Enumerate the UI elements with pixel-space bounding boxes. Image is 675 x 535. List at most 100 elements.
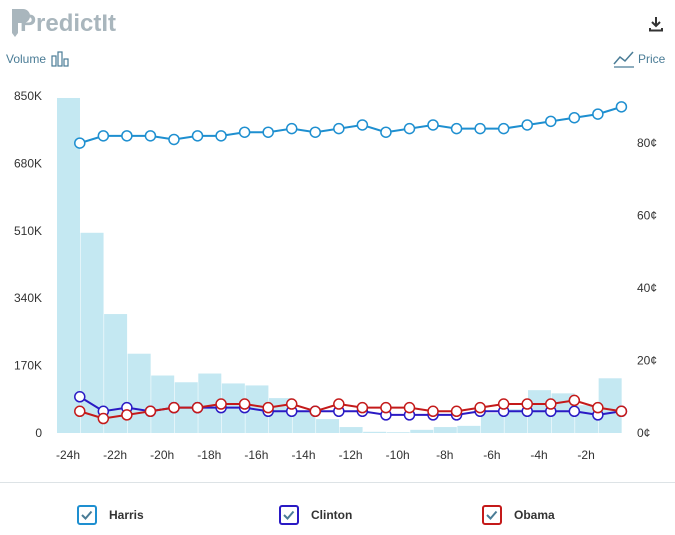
obama-price-point[interactable] (191, 401, 204, 414)
harris-price-point[interactable] (568, 111, 581, 124)
harris-price-point[interactable] (144, 130, 157, 142)
obama-price-point[interactable] (333, 398, 345, 410)
volume-bar (504, 409, 528, 433)
volume-bar (433, 427, 457, 433)
obama-price-point[interactable] (285, 398, 298, 410)
logo-mark: PredictIt (12, 9, 116, 37)
right-axis-ticks: 0¢ 20¢ 40¢ 60¢ 80¢ (637, 136, 657, 440)
x-tick-label: -22h (103, 448, 127, 462)
obama-price-point[interactable] (474, 401, 486, 414)
legend-item-clinton[interactable]: Clinton (279, 505, 352, 525)
harris-checkbox[interactable] (77, 505, 97, 525)
obama-price-point[interactable] (521, 398, 533, 410)
download-button[interactable] (648, 16, 664, 37)
right-tick-label: 80¢ (637, 136, 657, 150)
harris-price-point[interactable] (333, 122, 345, 135)
harris-price-point[interactable] (168, 133, 180, 146)
volume-bar (80, 232, 104, 433)
volume-bar (292, 411, 316, 433)
obama-price-point[interactable] (497, 398, 510, 410)
left-tick-label: 680K (14, 156, 42, 170)
obama-price-point[interactable] (545, 398, 557, 410)
obama-price-point[interactable] (356, 401, 369, 414)
x-tick-label: -18h (197, 448, 221, 462)
obama-price-point[interactable] (309, 405, 322, 418)
harris-price-point[interactable] (238, 126, 251, 138)
price-line-icon[interactable] (613, 50, 635, 68)
price-label: Price (638, 52, 666, 66)
legend-item-harris[interactable]: Harris (77, 505, 144, 525)
check-icon (486, 510, 498, 520)
volume-bar (363, 431, 387, 433)
harris-price-point[interactable] (450, 122, 463, 135)
obama-price-point[interactable] (168, 401, 180, 414)
harris-price-point[interactable] (97, 130, 110, 142)
volume-bar (598, 378, 622, 433)
clinton-price-point[interactable] (74, 391, 86, 403)
left-tick-label: 850K (14, 89, 42, 103)
volume-bar (316, 419, 340, 433)
harris-price-point[interactable] (615, 101, 628, 113)
legend-divider (0, 482, 675, 483)
obama-price-point[interactable] (403, 401, 416, 414)
obama-price-point[interactable] (380, 401, 392, 414)
harris-price-point[interactable] (474, 122, 486, 135)
volume-bar (104, 314, 128, 433)
series-obama (74, 394, 628, 425)
harris-price-point[interactable] (403, 122, 416, 135)
obama-price-point[interactable] (238, 398, 251, 410)
harris-price-point[interactable] (309, 126, 322, 138)
left-axis-ticks: 0 170K 340K 510K 680K 850K (14, 89, 42, 440)
harris-price-point[interactable] (545, 115, 557, 128)
harris-price-point[interactable] (285, 122, 298, 135)
harris-price-point[interactable] (380, 126, 392, 138)
volume-bar (480, 413, 504, 433)
volume-bar (386, 432, 410, 433)
x-tick-label: -10h (386, 448, 410, 462)
obama-price-point[interactable] (97, 412, 110, 425)
harris-price-point[interactable] (521, 119, 533, 131)
volume-bars-icon[interactable] (50, 51, 70, 67)
volume-bar (198, 373, 222, 433)
logo-text: PredictIt (20, 10, 116, 37)
harris-price-point[interactable] (74, 137, 86, 149)
obama-price-point[interactable] (568, 394, 581, 407)
harris-price-point[interactable] (262, 126, 274, 138)
volume-bars (57, 97, 622, 433)
x-tick-label: -12h (339, 448, 363, 462)
obama-price-point[interactable] (74, 405, 86, 418)
harris-price-point[interactable] (215, 130, 227, 142)
obama-price-point[interactable] (262, 401, 274, 414)
obama-price-point[interactable] (615, 405, 628, 418)
right-tick-label: 0¢ (637, 426, 650, 440)
clinton-checkbox[interactable] (279, 505, 299, 525)
legend-label-harris: Harris (109, 508, 144, 522)
download-icon (649, 17, 663, 32)
x-tick-label: -20h (150, 448, 174, 462)
obama-price-point[interactable] (427, 405, 439, 418)
obama-price-point[interactable] (592, 401, 604, 414)
obama-price-point[interactable] (215, 398, 227, 410)
x-axis-ticks: -24h -22h -20h -18h -16h -14h -12h -10h -8h -6h -4… (56, 448, 595, 462)
right-tick-label: 60¢ (637, 209, 657, 223)
harris-price-point[interactable] (592, 108, 604, 120)
left-tick-label: 0 (35, 426, 42, 440)
obama-price-point[interactable] (450, 405, 463, 418)
obama-checkbox[interactable] (482, 505, 502, 525)
harris-price-point[interactable] (121, 130, 133, 142)
harris-price-line (79, 105, 622, 145)
clinton-price-point[interactable] (568, 405, 581, 418)
x-tick-label: -6h (483, 448, 500, 462)
harris-price-point[interactable] (427, 119, 439, 131)
legend-label-obama: Obama (514, 508, 555, 522)
x-tick-label: -16h (244, 448, 268, 462)
obama-price-point[interactable] (121, 409, 133, 421)
right-tick-label: 40¢ (637, 281, 657, 295)
harris-price-point[interactable] (497, 122, 510, 135)
legend-item-obama[interactable]: Obama (482, 505, 555, 525)
obama-price-point[interactable] (144, 405, 157, 418)
volume-label: Volume (6, 52, 47, 66)
logo-drop-shape (12, 9, 30, 37)
harris-price-point[interactable] (191, 130, 204, 142)
harris-price-point[interactable] (356, 119, 369, 131)
